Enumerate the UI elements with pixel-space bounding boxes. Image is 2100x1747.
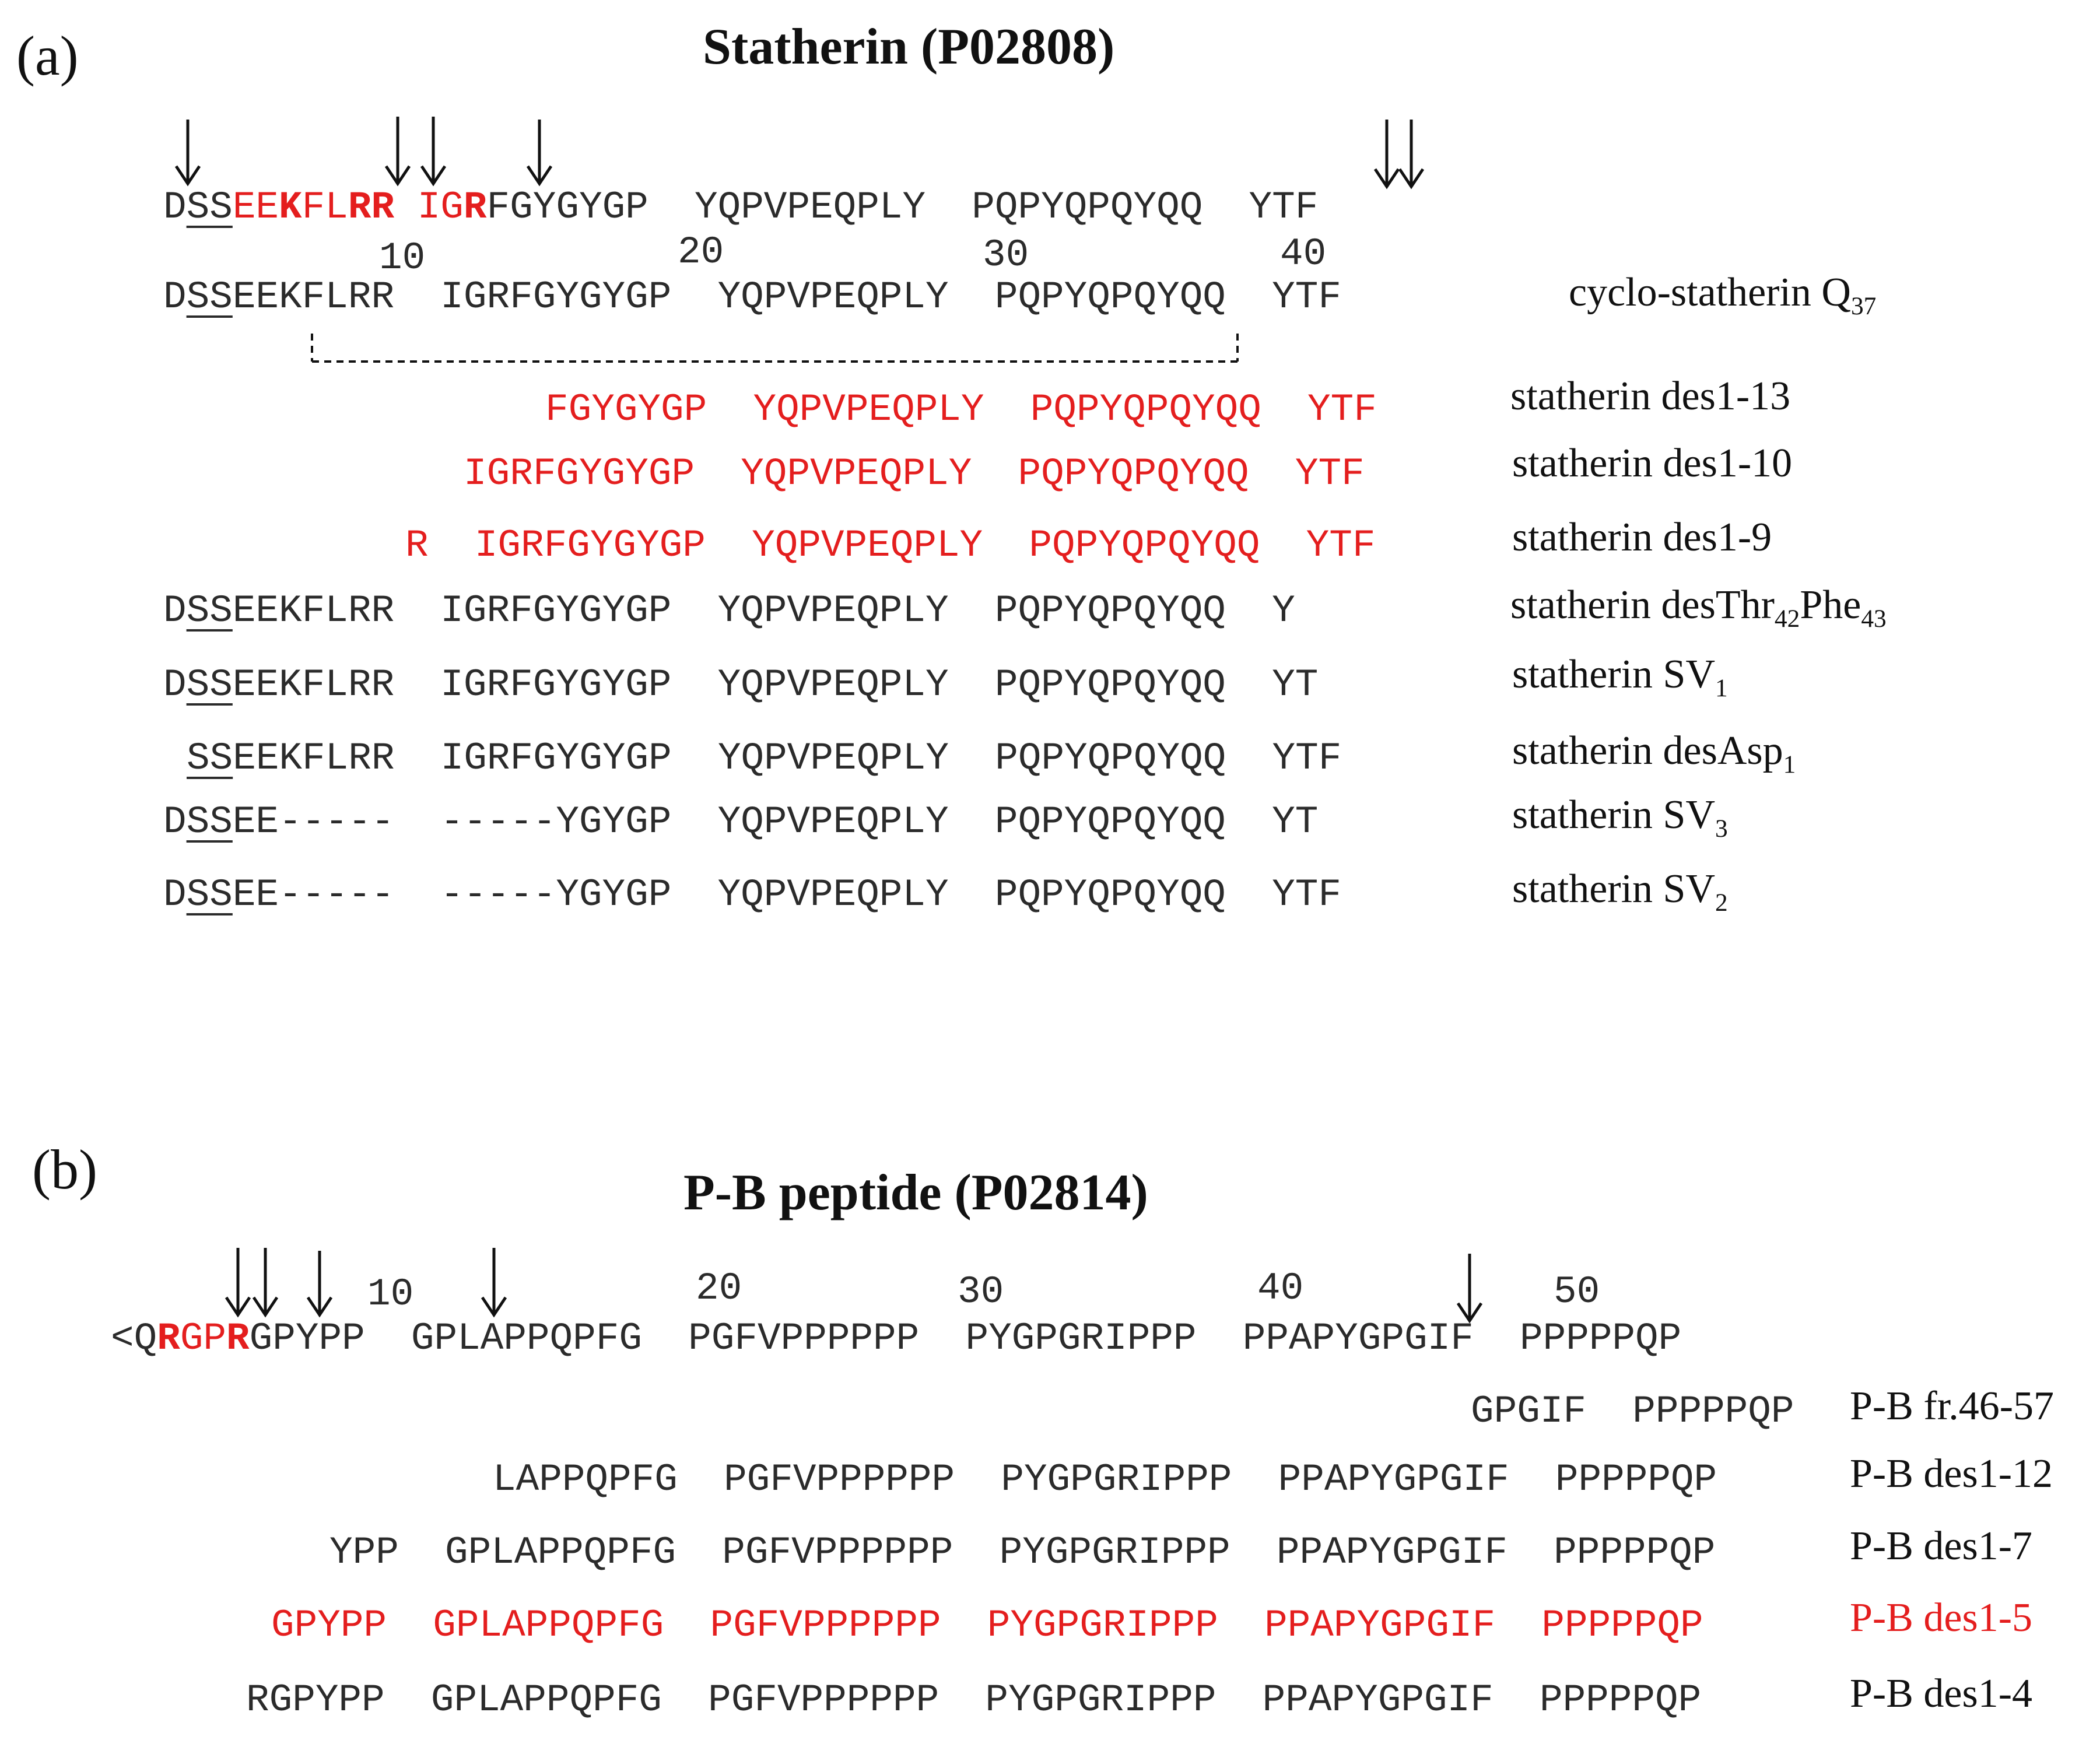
sequence-row: GPYPP GPLAPPQPFG PGFVPPPPPP PYGPGRIPPP P… [271,1604,1703,1647]
peptide-name: statherin des1-10 [1512,441,1793,486]
sequence-row: DSSEEKFLRR IGRFGYGYGP YQPVPEQPLY PQPYQPQ… [163,275,1341,319]
arrow-head-icon [1398,168,1425,190]
arrow-head-icon [384,165,411,187]
panel-a-arrows [174,117,1425,190]
peptide-name: P-B fr.46-57 [1850,1384,2054,1429]
peptide-name: P-B des1-4 [1850,1671,2033,1716]
sequence-row: R IGRFGYGYGP YQPVPEQPLY PQPYQPQYQQ YTF [405,524,1376,567]
panel-b-label: (b) [32,1138,97,1201]
sequence-row: LAPPQPFG PGFVPPPPPP PYGPGRIPPP PPAPYGPGI… [493,1458,1717,1502]
sequence-row: GPGIF PPPPPQP [1471,1390,1794,1433]
arrow-head-icon [174,165,201,187]
peptide-name: P-B des1-12 [1850,1451,2053,1496]
pb-reference-sequence: <QRGPRGPYPP GPLAPPQPFG PGFVPPPPPP PYGPGR… [111,1317,1682,1360]
arrow-head-icon [306,1296,333,1318]
position-number: 20 [678,230,724,274]
sequence-row: DSSEEKFLRR IGRFGYGYGP YQPVPEQPLY PQPYQPQ… [163,589,1295,633]
peptide-name: statherin des1-9 [1512,515,1772,560]
arrow-head-icon [1373,168,1400,190]
arrow-head-icon [252,1296,279,1318]
arrow-head-icon [1456,1302,1483,1324]
statherin-reference-sequence: DSSEEKFLRR IGRFGYGYGP YQPVPEQPLY PQPYQPQ… [163,185,1319,229]
peptide-name: cyclo-statherin Q37 [1569,270,1877,321]
panel-b-title: P-B peptide (P02814) [683,1164,1148,1221]
position-number: 40 [1257,1267,1304,1310]
position-number: 20 [696,1267,742,1310]
peptide-name: statherin SV2 [1512,867,1728,917]
sequence-row: IGRFGYGYGP YQPVPEQPLY PQPYQPQYQQ YTF [464,452,1365,496]
position-number: 40 [1280,232,1327,276]
panel-a-title: Statherin (P02808) [703,19,1115,75]
position-number: 10 [367,1272,414,1316]
peptide-name: statherin des1-13 [1510,374,1791,419]
sequence-row: DSSEE----- -----YGYGP YQPVPEQPLY PQPYQPQ… [163,800,1319,844]
position-number: 50 [1554,1270,1600,1314]
sequence-row: SSEEKFLRR IGRFGYGYGP YQPVPEQPLY PQPYQPQY… [187,736,1342,780]
panel-a-label: (a) [16,24,79,87]
peptide-name: P-B des1-7 [1850,1524,2033,1569]
arrow-head-icon [481,1296,507,1318]
position-number: 30 [958,1270,1004,1314]
position-number: 30 [983,233,1029,277]
sequence-row: DSSEE----- -----YGYGP YQPVPEQPLY PQPYQPQ… [163,873,1341,917]
peptide-name: P-B des1-5 [1850,1595,2033,1640]
arrow-head-icon [225,1296,251,1318]
peptide-name: statherin SV1 [1512,652,1728,703]
sequence-row: FGYGYGP YQPVPEQPLY PQPYQPQYQQ YTF [545,388,1377,432]
peptide-name: statherin desThr42Phe43 [1510,583,1887,633]
peptide-name: statherin desAsp1 [1512,728,1796,779]
cyclization-bracket [311,334,1239,363]
arrow-head-icon [420,165,447,187]
sequence-row: RGPYPP GPLAPPQPFG PGFVPPPPPP PYGPGRIPPP … [246,1678,1702,1722]
arrow-head-icon [526,165,553,187]
peptide-name: statherin SV3 [1512,792,1728,843]
position-number: 10 [379,236,426,280]
sequence-row: YPP GPLAPPQPFG PGFVPPPPPP PYGPGRIPPP PPA… [329,1531,1716,1574]
panel-b-arrows [225,1248,1483,1324]
sequence-row: DSSEEKFLRR IGRFGYGYGP YQPVPEQPLY PQPYQPQ… [163,663,1319,707]
